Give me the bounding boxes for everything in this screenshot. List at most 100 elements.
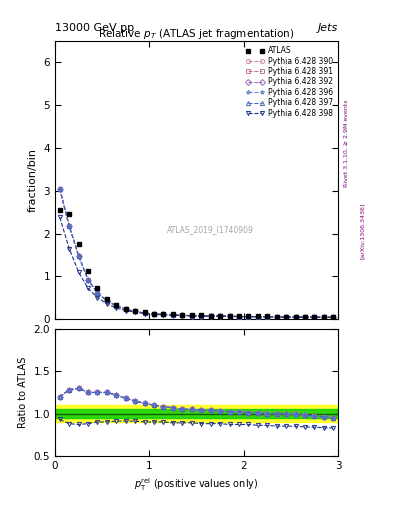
Pythia 6.428 396 <box>105 297 109 304</box>
Pythia 6.428 390 <box>284 314 288 320</box>
Pythia 6.428 398 <box>123 308 128 314</box>
Pythia 6.428 390 <box>67 223 72 229</box>
ATLAS <box>199 312 204 318</box>
Pythia 6.428 398 <box>208 313 213 319</box>
ATLAS <box>86 268 90 274</box>
Pythia 6.428 390 <box>312 314 317 320</box>
Pythia 6.428 390 <box>114 303 119 309</box>
ATLAS <box>265 313 270 319</box>
Pythia 6.428 390 <box>321 314 326 320</box>
ATLAS <box>180 312 185 318</box>
Pythia 6.428 390 <box>331 314 336 321</box>
Pythia 6.428 390 <box>255 313 260 319</box>
Pythia 6.428 398 <box>199 313 204 319</box>
Title: Relative $p_T$ (ATLAS jet fragmentation): Relative $p_T$ (ATLAS jet fragmentation) <box>98 27 295 41</box>
Pythia 6.428 396 <box>321 314 326 320</box>
Pythia 6.428 397 <box>293 314 298 320</box>
ATLAS <box>142 309 147 315</box>
Pythia 6.428 397 <box>331 314 336 321</box>
ATLAS <box>255 313 260 319</box>
Pythia 6.428 397 <box>227 313 232 319</box>
Pythia 6.428 396 <box>199 313 204 319</box>
Pythia 6.428 397 <box>218 313 222 319</box>
ATLAS <box>57 207 62 213</box>
Pythia 6.428 397 <box>57 185 62 191</box>
Pythia 6.428 396 <box>180 312 185 318</box>
ATLAS <box>123 306 128 312</box>
ATLAS <box>152 310 156 316</box>
Pythia 6.428 396 <box>227 313 232 319</box>
ATLAS <box>171 311 175 317</box>
Pythia 6.428 390 <box>274 314 279 320</box>
Pythia 6.428 396 <box>57 185 62 191</box>
Pythia 6.428 392 <box>114 303 119 309</box>
Pythia 6.428 397 <box>171 312 175 318</box>
Pythia 6.428 396 <box>161 311 166 317</box>
Pythia 6.428 397 <box>152 311 156 317</box>
Pythia 6.428 397 <box>76 253 81 259</box>
Pythia 6.428 396 <box>303 314 307 320</box>
Pythia 6.428 397 <box>321 314 326 320</box>
Pythia 6.428 391 <box>274 314 279 320</box>
Line: Pythia 6.428 398: Pythia 6.428 398 <box>58 215 335 319</box>
Pythia 6.428 391 <box>265 313 270 319</box>
Pythia 6.428 398 <box>265 314 270 320</box>
Pythia 6.428 397 <box>303 314 307 320</box>
ATLAS <box>76 241 81 247</box>
Pythia 6.428 392 <box>152 311 156 317</box>
Pythia 6.428 398 <box>237 313 241 319</box>
Pythia 6.428 392 <box>321 314 326 320</box>
Pythia 6.428 398 <box>152 311 156 317</box>
Pythia 6.428 397 <box>189 313 194 319</box>
Y-axis label: Ratio to ATLAS: Ratio to ATLAS <box>18 357 28 428</box>
Pythia 6.428 391 <box>105 297 109 304</box>
Pythia 6.428 398 <box>161 312 166 318</box>
Pythia 6.428 390 <box>208 313 213 319</box>
Pythia 6.428 390 <box>199 313 204 319</box>
Pythia 6.428 398 <box>246 313 251 319</box>
Pythia 6.428 390 <box>95 290 100 296</box>
Pythia 6.428 392 <box>86 276 90 283</box>
ATLAS <box>274 313 279 319</box>
ATLAS <box>227 313 232 319</box>
Pythia 6.428 392 <box>255 313 260 319</box>
Pythia 6.428 390 <box>293 314 298 320</box>
Pythia 6.428 391 <box>255 313 260 319</box>
Pythia 6.428 396 <box>67 223 72 229</box>
Pythia 6.428 396 <box>189 313 194 319</box>
Pythia 6.428 398 <box>321 314 326 321</box>
Pythia 6.428 398 <box>255 314 260 320</box>
Pythia 6.428 392 <box>171 312 175 318</box>
Pythia 6.428 391 <box>293 314 298 320</box>
Pythia 6.428 391 <box>95 290 100 296</box>
ATLAS <box>114 302 119 308</box>
Pythia 6.428 396 <box>274 314 279 320</box>
Pythia 6.428 397 <box>208 313 213 319</box>
Pythia 6.428 390 <box>237 313 241 319</box>
Pythia 6.428 398 <box>171 312 175 318</box>
Text: ATLAS_2019_I1740909: ATLAS_2019_I1740909 <box>167 226 254 234</box>
Pythia 6.428 392 <box>199 313 204 319</box>
Pythia 6.428 391 <box>180 312 185 318</box>
Pythia 6.428 391 <box>284 314 288 320</box>
Pythia 6.428 397 <box>284 314 288 320</box>
Pythia 6.428 392 <box>284 314 288 320</box>
Pythia 6.428 391 <box>189 313 194 319</box>
Pythia 6.428 392 <box>180 312 185 318</box>
Pythia 6.428 390 <box>227 313 232 319</box>
Pythia 6.428 396 <box>312 314 317 320</box>
Pythia 6.428 398 <box>312 314 317 321</box>
Pythia 6.428 396 <box>293 314 298 320</box>
Line: Pythia 6.428 390: Pythia 6.428 390 <box>58 186 335 319</box>
Pythia 6.428 397 <box>265 313 270 319</box>
Pythia 6.428 390 <box>152 311 156 317</box>
Pythia 6.428 390 <box>180 312 185 318</box>
Pythia 6.428 397 <box>237 313 241 319</box>
Pythia 6.428 398 <box>303 314 307 321</box>
Pythia 6.428 391 <box>123 306 128 312</box>
Pythia 6.428 398 <box>331 314 336 321</box>
Pythia 6.428 392 <box>208 313 213 319</box>
ATLAS <box>293 313 298 319</box>
Pythia 6.428 392 <box>133 308 138 314</box>
Pythia 6.428 390 <box>246 313 251 319</box>
